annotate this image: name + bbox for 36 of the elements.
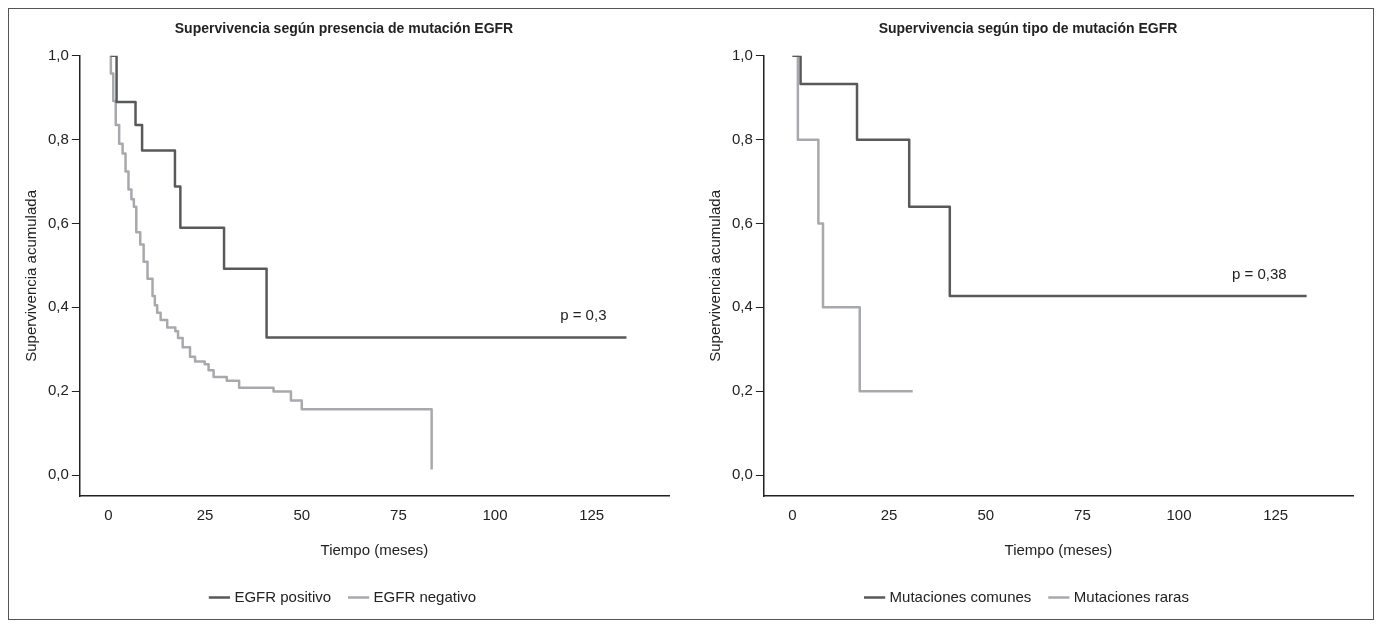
y-tick-label: 0,4 bbox=[47, 297, 69, 315]
y-axis-title: Supervivencia acumulada bbox=[706, 189, 724, 362]
y-tick-label: 0,2 bbox=[47, 381, 69, 399]
x-tick-label: 100 bbox=[482, 506, 508, 524]
legend-label: EGFR positivo bbox=[234, 587, 332, 605]
x-tick-label: 125 bbox=[579, 506, 605, 524]
x-tick-label: 0 bbox=[788, 506, 797, 524]
y-tick-label: 0,8 bbox=[47, 129, 69, 147]
y-tick-label: 0,8 bbox=[731, 129, 753, 147]
y-tick-label: 1,0 bbox=[47, 45, 69, 63]
x-tick-label: 100 bbox=[1166, 506, 1192, 524]
x-tick-label: 25 bbox=[196, 506, 214, 524]
x-tick-label: 75 bbox=[1074, 506, 1091, 524]
y-tick-label: 1,0 bbox=[731, 45, 753, 63]
legend-label: EGFR negativo bbox=[373, 587, 477, 605]
annotation: p = 0,38 bbox=[1231, 264, 1287, 282]
y-tick-label: 0,0 bbox=[47, 465, 69, 483]
y-tick-label: 0,0 bbox=[731, 465, 753, 483]
x-tick-label: 75 bbox=[390, 506, 407, 524]
x-tick-label: 50 bbox=[977, 506, 995, 524]
x-tick-label: 125 bbox=[1263, 506, 1289, 524]
x-tick-label: 0 bbox=[104, 506, 113, 524]
legend-label: Mutaciones raras bbox=[1073, 587, 1189, 605]
x-axis-title: Tiempo (meses) bbox=[320, 541, 429, 559]
chart-title: Supervivencia según tipo de mutación EGFR bbox=[878, 20, 1178, 37]
y-tick-label: 0,2 bbox=[731, 381, 753, 399]
annotation: p = 0,3 bbox=[560, 306, 607, 324]
y-tick-label: 0,6 bbox=[47, 213, 69, 231]
x-tick-label: 25 bbox=[880, 506, 898, 524]
y-tick-label: 0,6 bbox=[731, 213, 753, 231]
x-axis-title: Tiempo (meses) bbox=[1004, 541, 1113, 559]
y-tick-label: 0,4 bbox=[731, 297, 753, 315]
y-axis-title: Supervivencia acumulada bbox=[22, 189, 40, 362]
legend-label: Mutaciones comunes bbox=[889, 587, 1032, 605]
x-tick-label: 50 bbox=[293, 506, 311, 524]
chart-title: Supervivencia según presencia de mutación EGFR bbox=[174, 20, 514, 37]
